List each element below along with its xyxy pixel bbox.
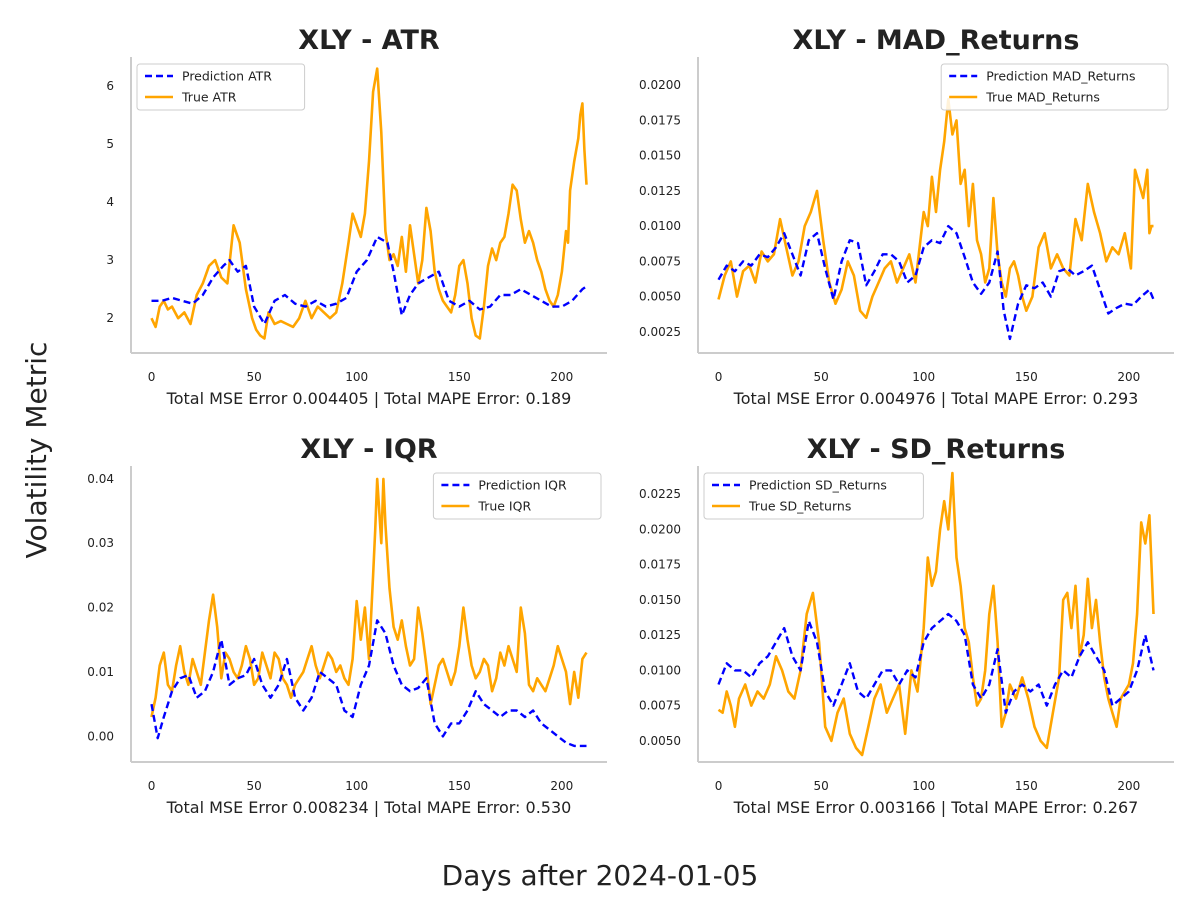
y-tick-label: 6 [106, 79, 114, 93]
legend: Prediction ATR True ATR [136, 63, 306, 111]
series-line-true [717, 98, 1154, 320]
x-tick-label: 150 [448, 370, 471, 384]
x-tick-label: 100 [345, 779, 368, 793]
x-tick-label: 0 [715, 779, 723, 793]
y-tick-label: 2 [106, 311, 114, 325]
legend-box [940, 63, 1169, 111]
series-line-true [150, 67, 588, 340]
legend: Prediction SD_Returns True SD_Returns [703, 472, 924, 520]
series-line-true [150, 477, 588, 718]
panel-title: XLY - IQR [300, 434, 437, 465]
series-line-prediction [717, 224, 1155, 341]
x-tick-label: 50 [246, 370, 261, 384]
panels: XLY - ATR 0 50 100 150 200 2 3 4 5 6 Total MSE Erro… [87, 25, 1174, 817]
panel-x-label: Total MSE Error 0.003166 | Total MAPE Er… [733, 798, 1139, 817]
y-tick-label: 0.04 [87, 472, 114, 486]
y-tick-label: 0.0075 [639, 699, 681, 713]
panel-xly-sd-returns: XLY - SD_Returns 0 50 100 150 200 0.0050 0.0075… [639, 434, 1174, 817]
y-tick-label: 0.02 [87, 601, 114, 615]
panel-xly-atr: XLY - ATR 0 50 100 150 200 2 3 4 5 6 Total MSE Erro… [106, 25, 607, 408]
figure-y-label: Volatility Metric [20, 342, 53, 559]
series-line-prediction [151, 235, 588, 326]
x-tick-label: 200 [550, 370, 573, 384]
y-tick-label: 0.0175 [639, 558, 681, 572]
y-tick-label: 0.0050 [639, 290, 681, 304]
x-tick-label: 100 [345, 370, 368, 384]
x-tick-label: 150 [1015, 779, 1038, 793]
x-tick-label: 200 [550, 779, 573, 793]
figure-x-label: Days after 2024-01-05 [442, 859, 759, 892]
y-tick-label: 4 [106, 195, 114, 209]
legend-box [703, 472, 924, 520]
y-tick-label: 0.0200 [639, 522, 681, 536]
panel-xly-iqr: XLY - IQR 0 50 100 150 200 0.00 0.01 0.02 0.03 0.0… [87, 434, 607, 817]
y-tick-label: 0.0150 [639, 149, 681, 163]
y-tick-label: 0.0025 [639, 325, 681, 339]
y-tick-label: 0.01 [87, 665, 114, 679]
panel-title: XLY - SD_Returns [807, 434, 1066, 465]
x-tick-label: 150 [1015, 370, 1038, 384]
panel-xly-mad-returns: XLY - MAD_Returns 0 50 100 150 200 0.0025 0.005… [639, 25, 1174, 408]
x-tick-label: 50 [813, 779, 828, 793]
x-tick-label: 0 [715, 370, 723, 384]
legend: Prediction MAD_Returns True MAD_Returns [940, 63, 1169, 111]
y-tick-label: 0.0150 [639, 593, 681, 607]
y-tick-label: 5 [106, 137, 114, 151]
legend-label: True ATR [181, 90, 237, 105]
legend-label: Prediction ATR [182, 69, 272, 84]
y-tick-label: 0.00 [87, 729, 114, 743]
panel-title: XLY - ATR [298, 25, 440, 56]
y-tick-label: 0.03 [87, 536, 114, 550]
series-line-prediction [717, 612, 1155, 714]
panel-x-label: Total MSE Error 0.004976 | Total MAPE Er… [733, 389, 1139, 408]
legend-label: True MAD_Returns [985, 90, 1100, 105]
x-tick-label: 50 [246, 779, 261, 793]
y-tick-label: 0.0050 [639, 734, 681, 748]
x-tick-label: 200 [1117, 779, 1140, 793]
series-line-true [717, 471, 1155, 757]
y-tick-label: 0.0125 [639, 628, 681, 642]
y-tick-label: 0.0175 [639, 113, 681, 127]
x-tick-label: 200 [1117, 370, 1140, 384]
legend-box [432, 472, 602, 520]
y-tick-label: 3 [106, 253, 114, 267]
legend-label: Prediction MAD_Returns [986, 69, 1135, 84]
panel-x-label: Total MSE Error 0.004405 | Total MAPE Er… [166, 389, 572, 408]
legend-label: Prediction SD_Returns [749, 478, 887, 493]
y-tick-label: 0.0075 [639, 254, 681, 268]
panel-x-label: Total MSE Error 0.008234 | Total MAPE Er… [166, 798, 572, 817]
x-tick-label: 100 [912, 779, 935, 793]
panel-title: XLY - MAD_Returns [793, 25, 1080, 56]
series-line-prediction [150, 619, 587, 748]
x-tick-label: 50 [813, 370, 828, 384]
x-tick-label: 100 [912, 370, 935, 384]
x-tick-label: 0 [148, 779, 156, 793]
y-tick-label: 0.0100 [639, 663, 681, 677]
y-tick-label: 0.0100 [639, 219, 681, 233]
y-tick-label: 0.0225 [639, 487, 681, 501]
legend-label: True IQR [477, 499, 531, 514]
x-tick-label: 0 [148, 370, 156, 384]
y-tick-label: 0.0200 [639, 78, 681, 92]
legend-label: Prediction IQR [478, 478, 567, 493]
x-tick-label: 150 [448, 779, 471, 793]
legend: Prediction IQR True IQR [432, 472, 602, 520]
legend-label: True SD_Returns [748, 499, 851, 514]
legend-box [136, 63, 306, 111]
y-tick-label: 0.0125 [639, 184, 681, 198]
